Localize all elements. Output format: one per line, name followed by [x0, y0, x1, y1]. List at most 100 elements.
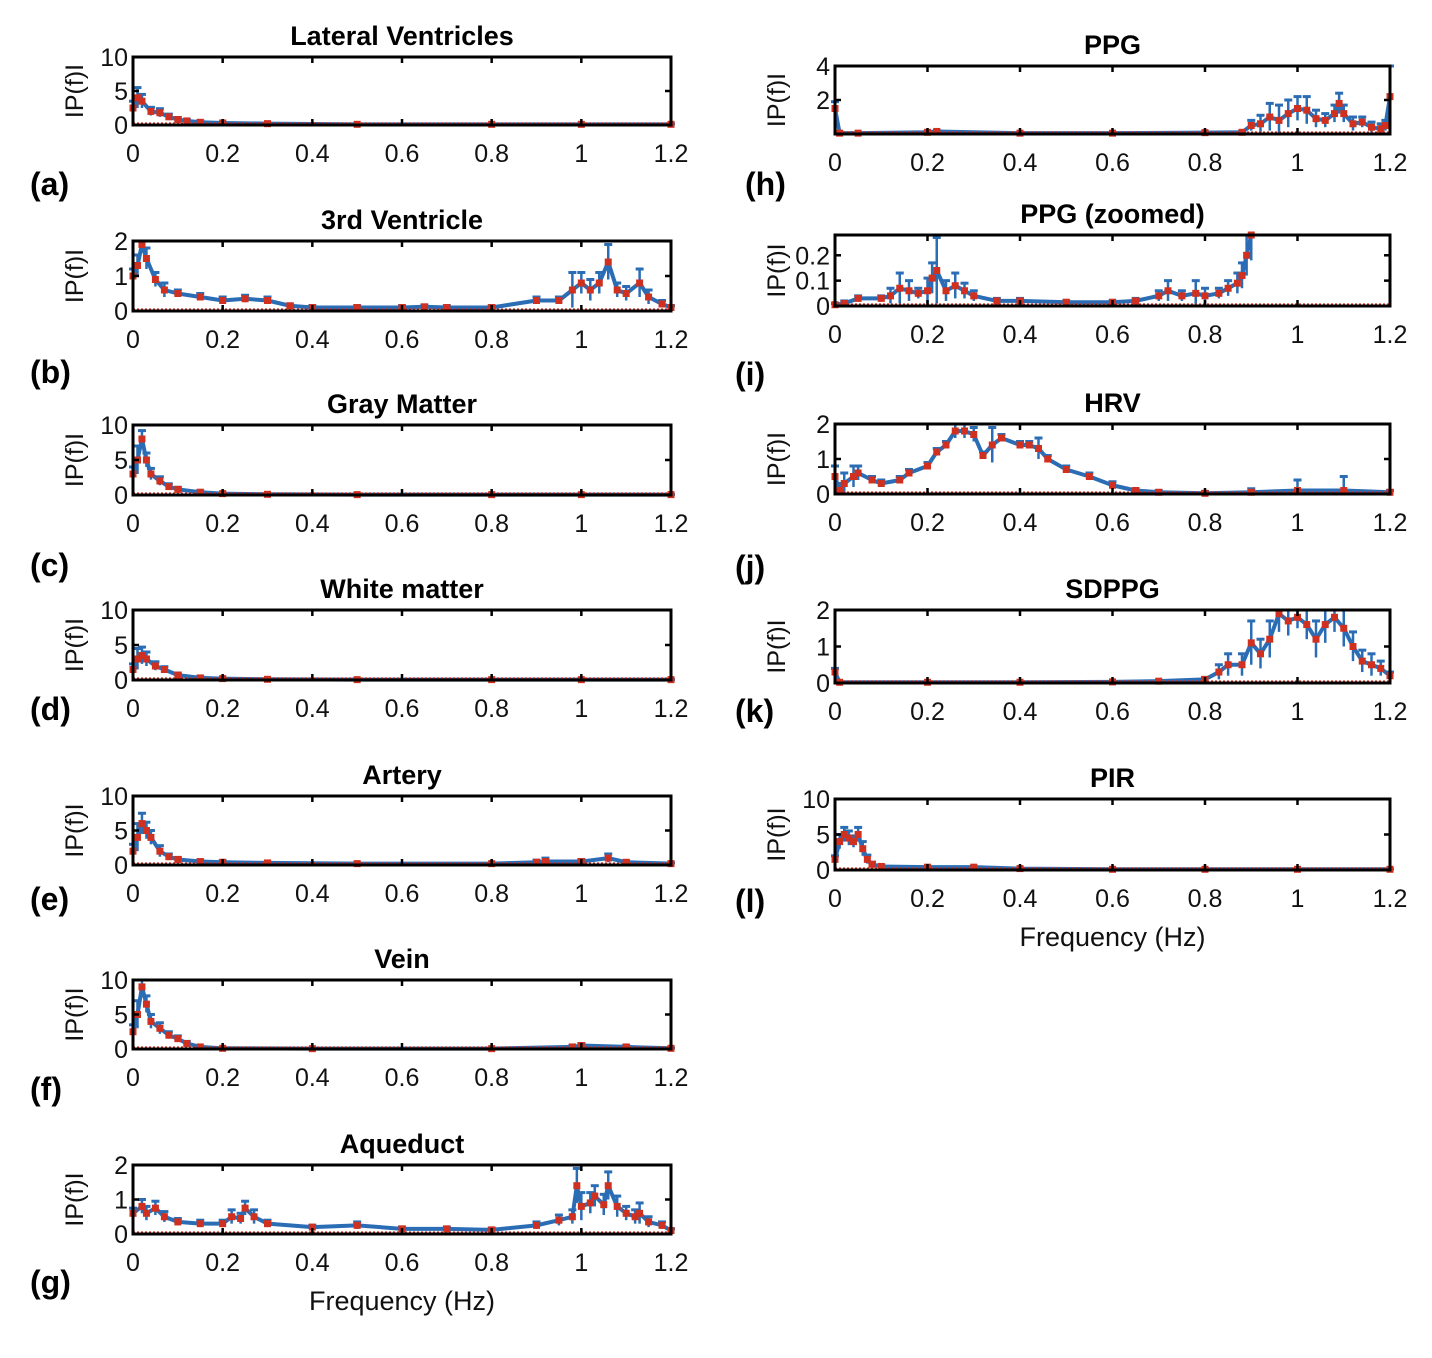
data-point: [1303, 621, 1311, 629]
data-point: [147, 1017, 155, 1025]
x-tick-label: 0.4: [295, 1249, 330, 1277]
subplot-g: Aqueduct 0 0.2 0.4 0.6 0.8 1 1.2 0 1 2 IP(f)I Freque…: [30, 1129, 688, 1316]
data-point: [568, 286, 576, 294]
data-point: [1224, 284, 1232, 292]
x-tick-label: 0.6: [1095, 509, 1130, 537]
data-point: [1349, 120, 1357, 128]
data-point: [138, 652, 146, 659]
data-point: [1368, 661, 1375, 669]
data-point: [160, 1213, 168, 1221]
x-tick-label: 0.2: [205, 326, 240, 354]
data-point: [905, 287, 913, 295]
data-point: [951, 282, 959, 290]
data-point: [165, 113, 173, 121]
data-point: [1340, 110, 1348, 118]
panel-label: (k): [735, 693, 774, 729]
data-point: [1294, 613, 1301, 621]
x-tick-label: 1.2: [1373, 149, 1408, 177]
y-tick-label: 0: [114, 112, 128, 140]
axes-box: [833, 797, 1392, 872]
data-point: [1340, 624, 1348, 632]
data-point: [998, 434, 1005, 442]
y-tick-label: 0: [114, 852, 128, 880]
data-point: [933, 127, 941, 135]
x-tick-label: 1: [1291, 321, 1305, 349]
data-point: [1109, 481, 1116, 489]
y-axis-label: IP(f)I: [61, 433, 89, 487]
y-tick-label: 0.1: [795, 268, 830, 296]
y-tick-label: 1: [114, 263, 128, 291]
data-point: [1321, 116, 1329, 124]
data-point: [219, 297, 227, 304]
data-point: [877, 862, 885, 870]
data-point: [1275, 116, 1283, 124]
subplot-title: 3rd Ventricle: [321, 205, 483, 235]
data-point: [1275, 610, 1283, 618]
data-point: [1201, 292, 1209, 300]
data-point: [850, 473, 857, 480]
data-point: [1132, 487, 1140, 494]
data-point: [595, 279, 603, 287]
data-point: [156, 477, 164, 485]
x-tick-label: 1: [1291, 509, 1305, 537]
x-tick-label: 1.2: [1373, 885, 1408, 913]
x-tick-label: 0: [126, 880, 140, 908]
data-point: [863, 855, 871, 863]
data-point: [165, 1031, 173, 1039]
y-tick-label: 5: [114, 447, 128, 475]
y-tick-label: 0: [816, 670, 830, 698]
y-axis-label: IP(f)I: [61, 1172, 89, 1226]
data-point: [622, 290, 630, 297]
y-tick-label: 1: [114, 1187, 128, 1215]
x-tick-label: 0.6: [385, 510, 420, 538]
data-point: [961, 427, 968, 435]
y-tick-label: 0: [114, 298, 128, 326]
x-tick-label: 0.6: [385, 1064, 420, 1092]
x-tick-label: 0.4: [295, 510, 330, 538]
data-point: [1238, 128, 1246, 136]
data-point: [970, 431, 978, 438]
x-tick-label: 0.2: [910, 321, 945, 349]
x-tick-label: 0.8: [474, 140, 509, 168]
data-point: [138, 241, 146, 248]
data-point: [147, 107, 155, 115]
data-point: [896, 476, 904, 484]
data-point: [591, 1192, 599, 1200]
data-point: [196, 488, 204, 496]
subplot-e: Artery 0 0.2 0.4 0.6 0.8 1 1.2 0 5 10 IP(f)I (e): [30, 760, 688, 917]
panel-label: (f): [30, 1071, 62, 1107]
y-tick-label: 2: [816, 597, 830, 625]
data-point: [219, 1220, 227, 1228]
y-tick-label: 5: [114, 818, 128, 846]
data-point: [1349, 643, 1357, 650]
data-point: [568, 1213, 576, 1221]
data-point: [854, 469, 862, 477]
x-tick-label: 0: [828, 509, 842, 537]
data-series: [831, 64, 1394, 137]
data-point: [568, 1043, 576, 1051]
subplot-title: PPG: [1084, 30, 1141, 60]
data-point: [1358, 118, 1366, 126]
panel-label: (c): [30, 547, 69, 583]
data-point: [1062, 466, 1070, 473]
x-tick-label: 1: [574, 140, 588, 168]
data-point: [577, 279, 585, 287]
data-point: [196, 1220, 204, 1228]
data-point: [250, 1213, 258, 1221]
x-tick-label: 0.4: [1003, 698, 1038, 726]
x-tick-label: 0.6: [385, 1249, 420, 1277]
x-tick-label: 1.2: [654, 1064, 689, 1092]
data-point: [541, 858, 549, 866]
x-tick-label: 1: [574, 880, 588, 908]
y-tick-label: 4: [816, 53, 830, 81]
x-tick-label: 0: [828, 321, 842, 349]
subplot-title: PPG (zoomed): [1020, 199, 1205, 229]
subplot-a: Lateral Ventricles 0 0.2 0.4 0.6 0.8 1 1.2 0 5 10 I…: [30, 21, 688, 202]
data-point: [196, 858, 204, 866]
x-tick-label: 1: [574, 326, 588, 354]
x-tick-label: 0.6: [385, 695, 420, 723]
axes-box: [131, 423, 673, 497]
mean-line: [131, 1183, 672, 1233]
subplot-title: SDPPG: [1065, 574, 1160, 604]
data-point: [133, 833, 141, 841]
